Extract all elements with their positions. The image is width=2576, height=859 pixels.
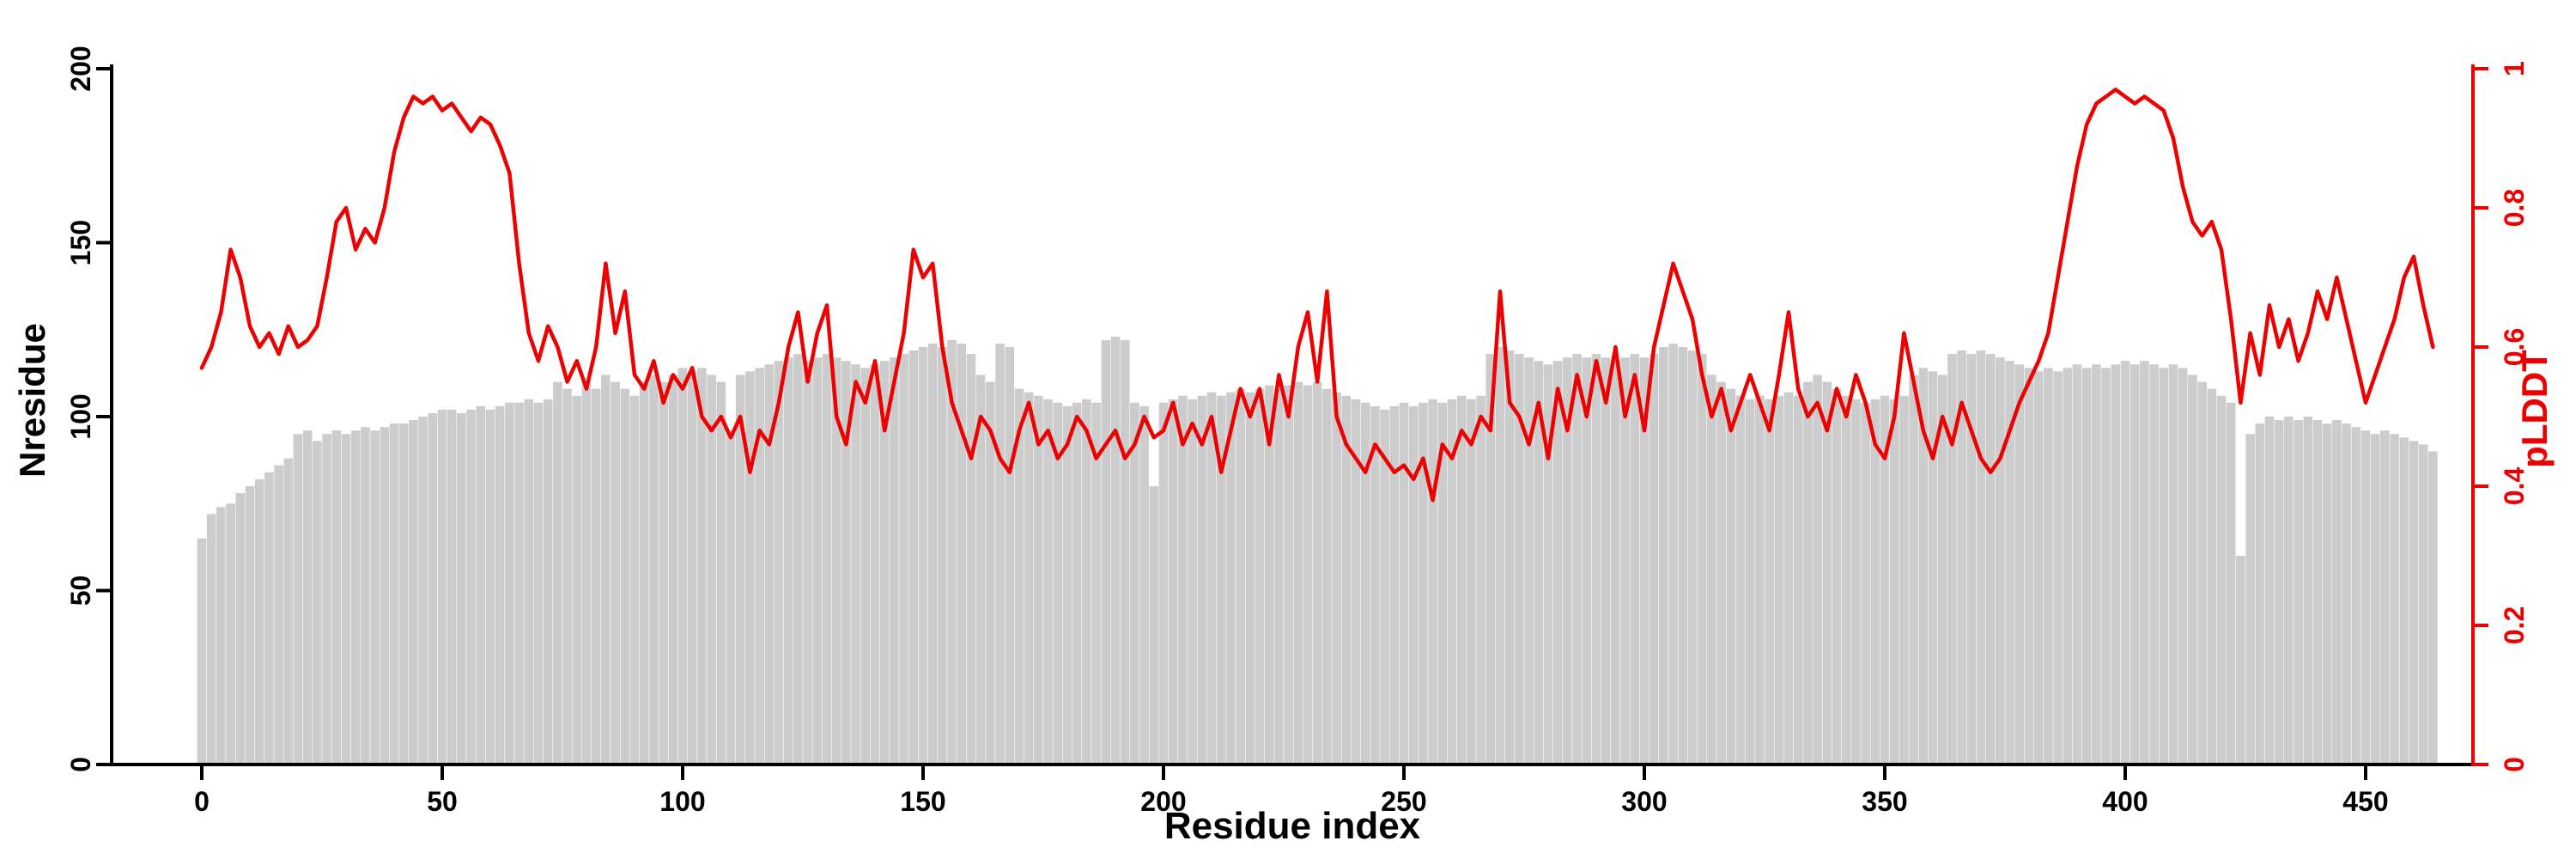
- svg-text:0.6: 0.6: [2499, 328, 2530, 366]
- svg-text:100: 100: [65, 393, 96, 439]
- svg-text:0: 0: [2499, 757, 2530, 772]
- right-axis-title: pLDDT: [2514, 350, 2555, 468]
- svg-text:50: 50: [65, 576, 96, 606]
- svg-text:50: 50: [427, 786, 458, 817]
- svg-text:150: 150: [900, 786, 945, 817]
- svg-text:0.2: 0.2: [2499, 606, 2530, 644]
- svg-text:200: 200: [1140, 786, 1186, 817]
- svg-text:450: 450: [2342, 786, 2388, 817]
- left-axis-title: Nresidue: [12, 323, 52, 478]
- svg-text:150: 150: [65, 220, 96, 265]
- svg-text:350: 350: [1862, 786, 1907, 817]
- axes: 0 50 100 150 200 250 300 350 400 450 0 50 100 150 200 0…: [65, 46, 2530, 817]
- svg-text:1: 1: [2499, 61, 2530, 76]
- svg-text:200: 200: [65, 46, 96, 91]
- svg-text:0: 0: [194, 786, 210, 817]
- svg-text:0.4: 0.4: [2499, 467, 2530, 506]
- nresidue-bars: [197, 336, 2438, 765]
- svg-text:0.8: 0.8: [2499, 189, 2530, 227]
- svg-text:250: 250: [1381, 786, 1426, 817]
- svg-text:300: 300: [1621, 786, 1667, 817]
- svg-text:0: 0: [65, 757, 96, 772]
- svg-text:100: 100: [659, 786, 705, 817]
- plddt-line: [199, 88, 2435, 503]
- x-axis-title: Residue index: [1163, 805, 1421, 847]
- svg-text:400: 400: [2102, 786, 2148, 817]
